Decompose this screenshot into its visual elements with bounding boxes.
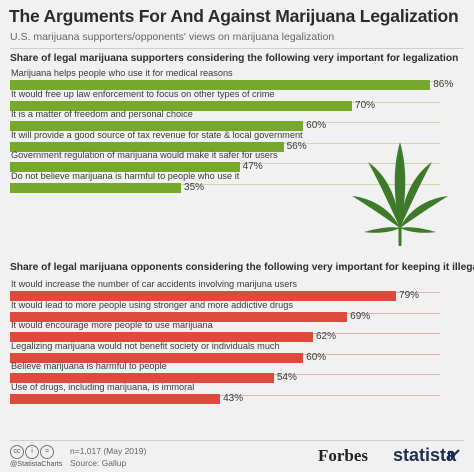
bar	[10, 291, 397, 301]
bar-label: It would free up law enforcement to focu…	[11, 88, 275, 99]
opponents-chart-title: Share of legal marijuana opponents consi…	[10, 262, 474, 273]
bar	[10, 311, 348, 322]
bar-value-label: 35%	[184, 181, 205, 193]
supporters-row: It is a matter of freedom and personal c…	[10, 109, 464, 135]
bar-value-label: 62%	[315, 331, 336, 342]
opponents-row: It would increase the number of car acci…	[10, 279, 464, 305]
bar-value-label: 86%	[433, 79, 454, 90]
bar-label: Do not believe marijuana is harmful to p…	[11, 170, 240, 181]
bar	[10, 352, 304, 363]
by-icon: i	[25, 445, 39, 459]
opponents-row: It would lead to more people using stron…	[10, 300, 464, 326]
bar-label: It is a matter of freedom and personal c…	[11, 109, 193, 119]
supporters-row: Marijuana helps people who use it for me…	[10, 68, 464, 94]
supporters-chart-title: Share of legal marijuana supporters cons…	[10, 53, 459, 64]
cannabis-leaf-icon	[352, 142, 448, 246]
bar	[10, 373, 274, 383]
sample-note: n=1,017 (May 2019)	[70, 446, 147, 456]
footer-divider	[10, 440, 464, 441]
bar	[10, 121, 304, 131]
bar-value-label: 56%	[286, 140, 307, 152]
bar	[10, 100, 353, 111]
opponents-row: It would encourage more people to use ma…	[10, 320, 464, 346]
source-note: Source: Gallup	[70, 458, 127, 468]
bar-value-label: 60%	[306, 120, 327, 131]
bar-label: Government regulation of marijuana would…	[11, 150, 278, 160]
bar-label: Marijuana helps people who use it for me…	[11, 68, 233, 78]
bar-value-label: 69%	[350, 310, 371, 322]
bar-value-label: 54%	[276, 372, 297, 383]
bar-label: It will provide a good source of tax rev…	[11, 129, 303, 140]
bar-label: Use of drugs, including marijuana, is im…	[11, 381, 195, 392]
opponents-row: Use of drugs, including marijuana, is im…	[10, 382, 464, 408]
bar-label: Legalizing marijuana would not benefit s…	[11, 340, 280, 351]
bar-value-label: 60%	[306, 351, 327, 363]
bar-value-label: 47%	[242, 161, 263, 172]
forbes-logo: Forbes	[318, 446, 369, 465]
title-divider	[10, 48, 464, 49]
bar	[10, 162, 240, 172]
bar	[10, 141, 284, 152]
supporters-row: It will provide a good source of tax rev…	[10, 130, 464, 156]
bar-value-label: 43%	[223, 392, 244, 404]
bar	[10, 393, 221, 404]
supporters-row: Do not believe marijuana is harmful to p…	[10, 171, 464, 197]
supporters-row: Government regulation of marijuana would…	[10, 150, 464, 176]
statista-logo: statista	[393, 445, 457, 465]
supporters-row: It would free up law enforcement to focu…	[10, 89, 464, 115]
bar-track	[10, 183, 440, 194]
opponents-row: Believe marijuana is harmful to people 54…	[10, 361, 464, 387]
bar-label: It would lead to more people using stron…	[11, 299, 293, 310]
bar	[10, 332, 313, 342]
opponents-row: Legalizing marijuana would not benefit s…	[10, 341, 464, 367]
bar	[10, 80, 431, 90]
bar-value-label: 70%	[355, 99, 376, 111]
page-subtitle: U.S. marijuana supporters/opponents' vie…	[10, 31, 335, 43]
license-icons: cc i =	[10, 445, 70, 459]
bar-track	[10, 394, 440, 405]
bar-value-label: 79%	[399, 290, 420, 301]
cc-icon: cc	[10, 445, 24, 459]
bar-label: Believe marijuana is harmful to people	[11, 361, 167, 371]
statista-arrow-icon	[448, 449, 460, 460]
nd-icon: =	[40, 445, 54, 459]
bar-label: It would encourage more people to use ma…	[11, 320, 213, 330]
statista-handle: @StatistaCharts	[10, 459, 63, 468]
bar	[10, 182, 182, 193]
page-title: The Arguments For And Against Marijuana …	[9, 6, 459, 26]
bar-label: It would increase the number of car acci…	[11, 279, 297, 289]
